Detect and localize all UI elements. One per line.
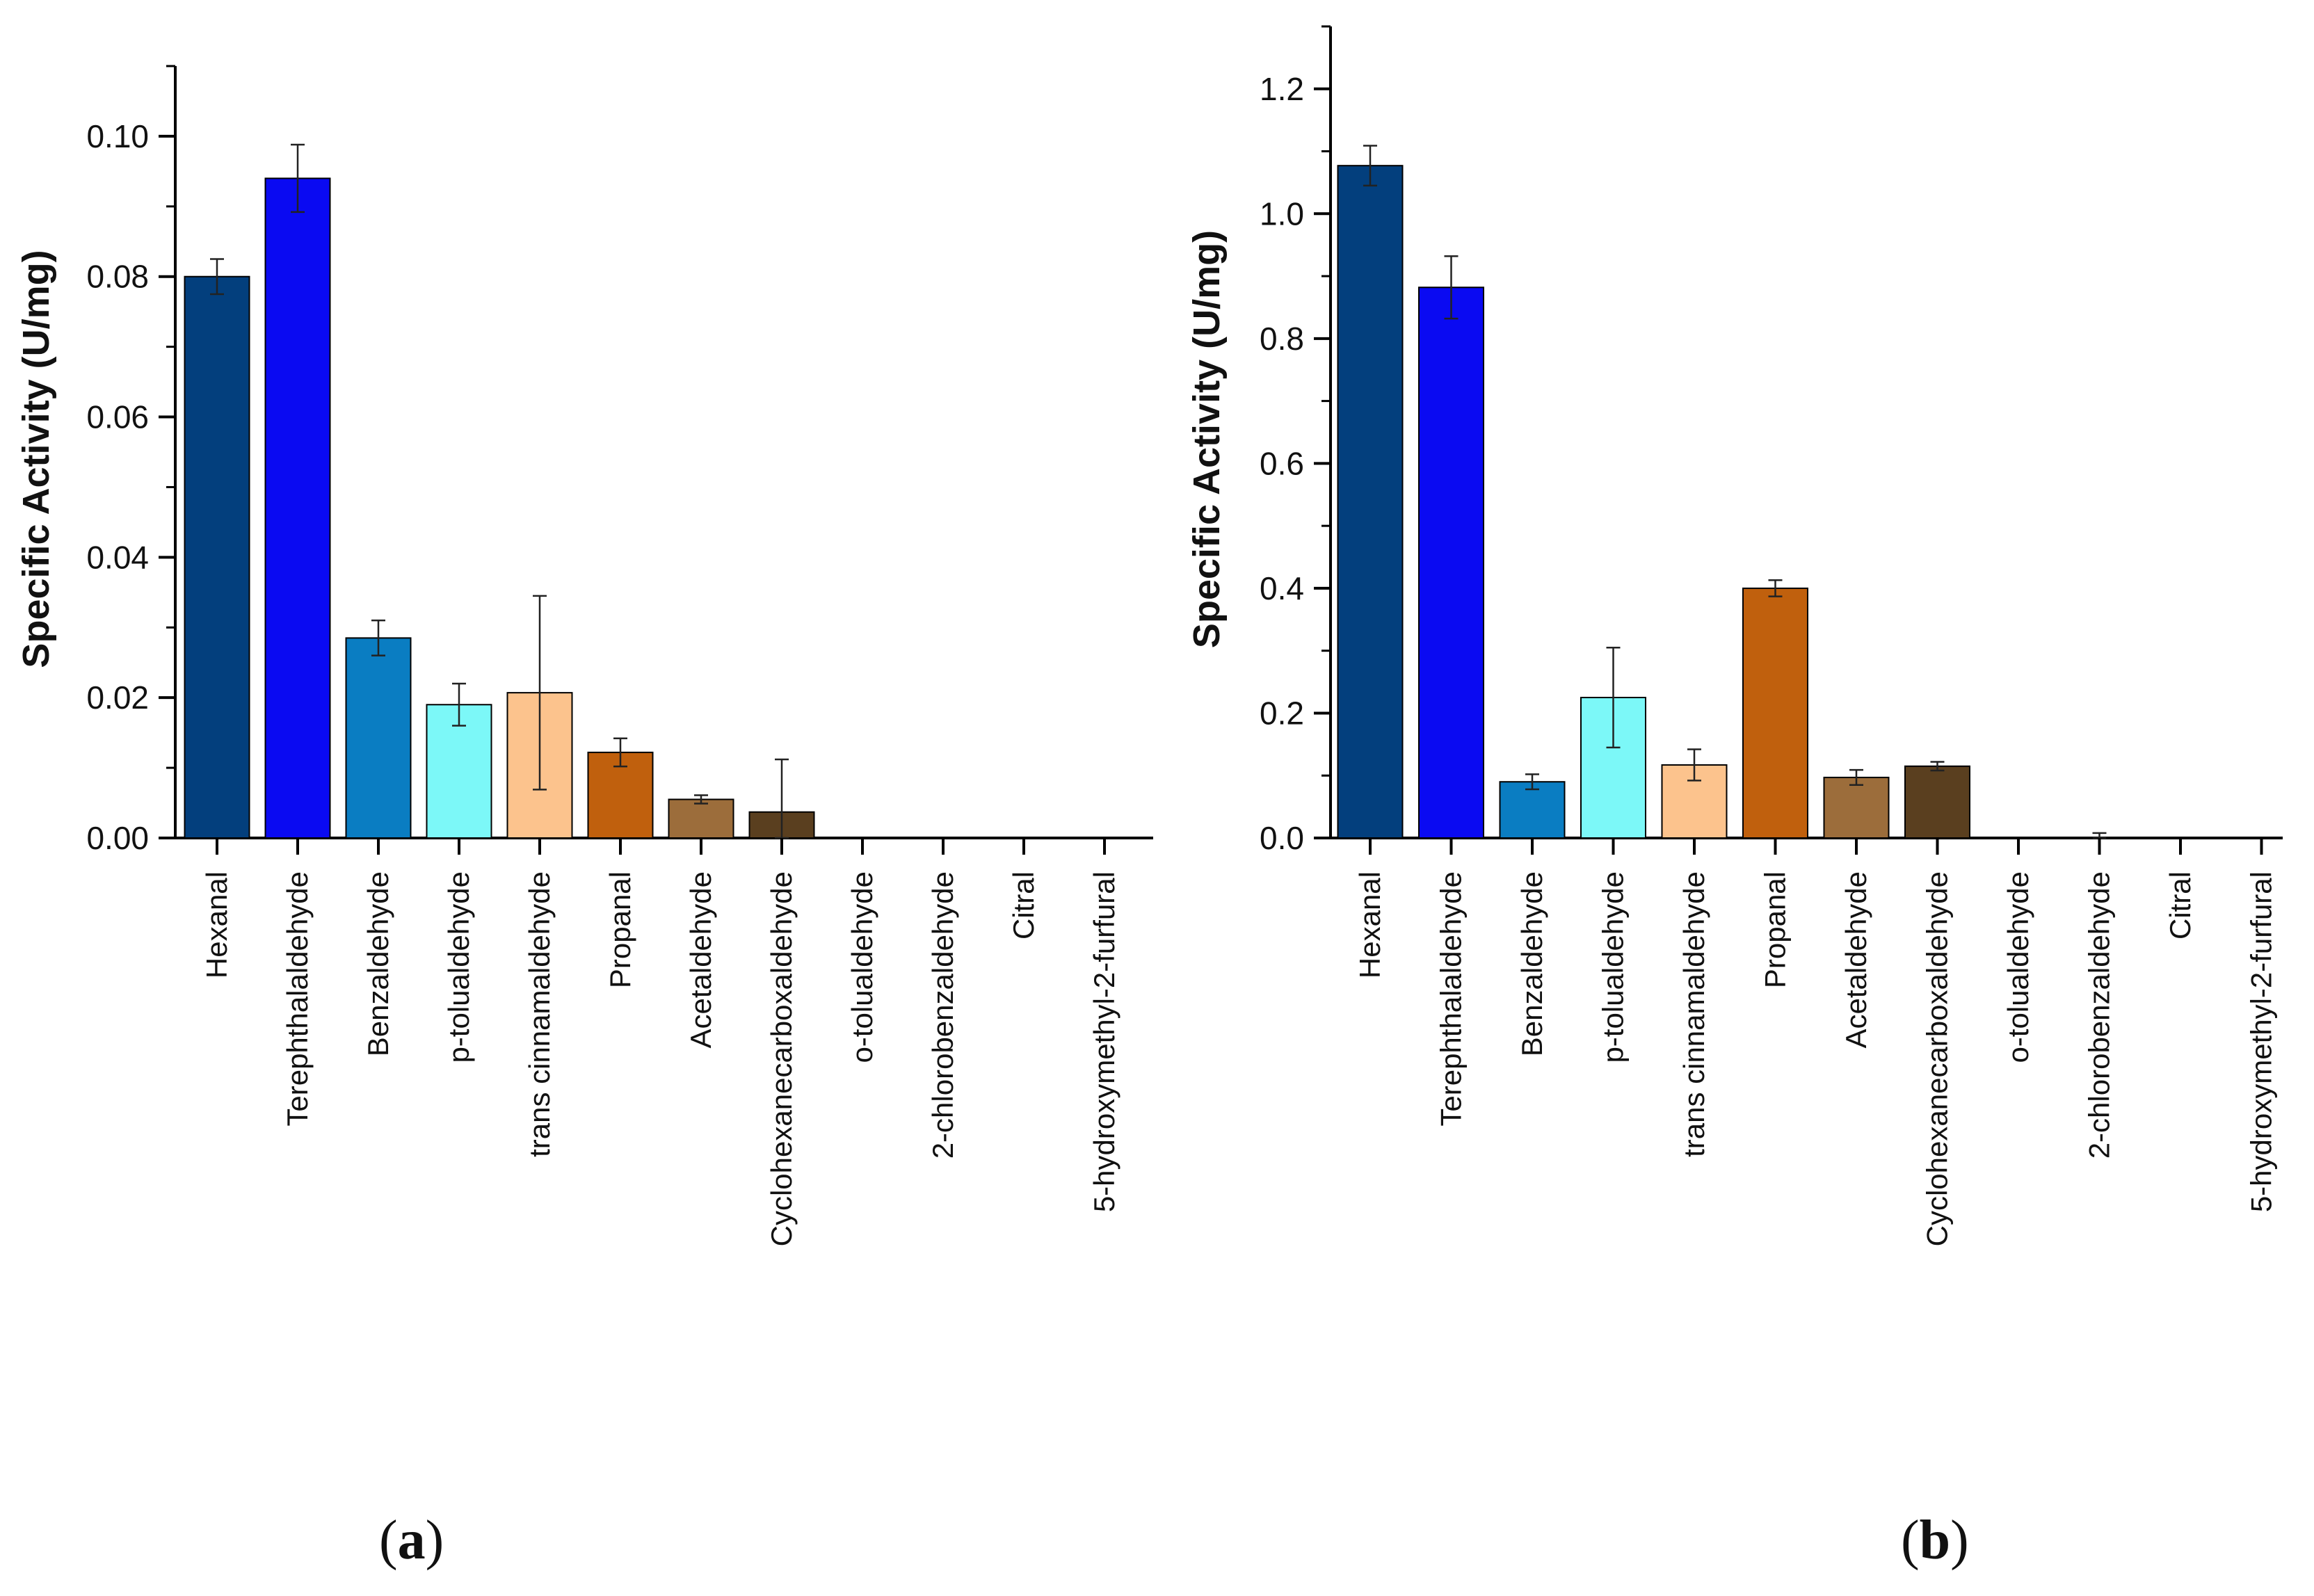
bar-2: [264, 177, 331, 839]
x-tick-label: Citral: [1007, 871, 1040, 940]
x-tick-label: o-tolualdehyde: [2002, 871, 2034, 1063]
bar-1: [184, 275, 250, 839]
y-tick-label: 0.0: [1260, 820, 1304, 856]
x-tick-label: trans cinnamaldehyde: [1678, 871, 1710, 1157]
x-tick-label: Benzaldehyde: [1516, 871, 1548, 1056]
y-tick-label: 0.02: [86, 679, 149, 716]
x-tick-label: Terephthalaldehyde: [1435, 871, 1468, 1127]
x-tick-label: Propanal: [1759, 871, 1792, 988]
panel-label-a-text: a: [397, 1510, 426, 1571]
x-tick-label: trans cinnamaldehyde: [523, 871, 556, 1157]
x-tick-label: o-tolualdehyde: [846, 871, 878, 1063]
x-tick-label: Hexanal: [200, 871, 233, 978]
x-tick-label: Hexanal: [1353, 871, 1386, 978]
x-tick-label: Cyclohexanecarboxaldehyde: [1921, 871, 1954, 1246]
bar-7: [668, 798, 734, 839]
x-tick-label: Citral: [2164, 871, 2196, 940]
x-tick-label: p-tolualdehyde: [1597, 871, 1630, 1063]
y-tick-label: 0.8: [1260, 321, 1304, 357]
x-tick-label: p-tolualdehyde: [442, 871, 475, 1063]
bar-6: [1742, 587, 1808, 839]
panel-label-b: (b): [1901, 1510, 1969, 1571]
y-tick-label: 0.4: [1260, 570, 1304, 606]
panel-label-b-text: b: [1919, 1510, 1951, 1571]
x-tick-label: 5-hydroxymethyl-2-furfural: [1088, 871, 1120, 1212]
x-tick-label: Terephthalaldehyde: [281, 871, 314, 1127]
panel-label-a: (a): [379, 1510, 444, 1571]
y-tick-label: 0.06: [86, 399, 149, 435]
y-tick-label: 0.6: [1260, 445, 1304, 481]
x-tick-label: 2-chlorobenzaldehyde: [926, 871, 959, 1159]
bar-3: [345, 637, 412, 839]
x-tick-label: Propanal: [604, 871, 636, 988]
y-tick-label: 1.2: [1260, 71, 1304, 107]
x-tick-label: Acetaldehyde: [1840, 871, 1872, 1049]
x-tick-label: Cyclohexanecarboxaldehyde: [765, 871, 798, 1246]
y-tick-label: 0.00: [86, 820, 149, 856]
y-tick-label: 0.08: [86, 259, 149, 295]
y-tick-label: 0.10: [86, 118, 149, 154]
x-tick-label: 2-chlorobenzaldehyde: [2083, 871, 2116, 1159]
bar-7: [1823, 776, 1890, 839]
x-tick-label: 5-hydroxymethyl-2-furfural: [2245, 871, 2278, 1212]
chart-panel-b: 0.0 0.2 0.4 0.6 0.8 1.0 1.2 Specific Activity (…: [1186, 25, 2283, 1246]
bar-1: [1337, 165, 1404, 839]
y-tick-label: 0.2: [1260, 695, 1304, 731]
bar-3: [1499, 781, 1566, 839]
bar-2: [1418, 287, 1484, 839]
y-axis-title: Specific Activity (U/mg): [15, 250, 57, 668]
x-tick-label: Acetaldehyde: [684, 871, 717, 1049]
y-tick-label: 0.04: [86, 539, 149, 575]
chart-panel-a: 0.00 0.02 0.04 0.06 0.08 0.10 Specific Activit…: [15, 65, 1153, 1246]
bar-8: [1904, 765, 1970, 839]
y-tick-label: 1.0: [1260, 195, 1304, 232]
x-tick-label: Benzaldehyde: [362, 871, 394, 1056]
y-axis-title: Specific Activity (U/mg): [1186, 230, 1228, 648]
